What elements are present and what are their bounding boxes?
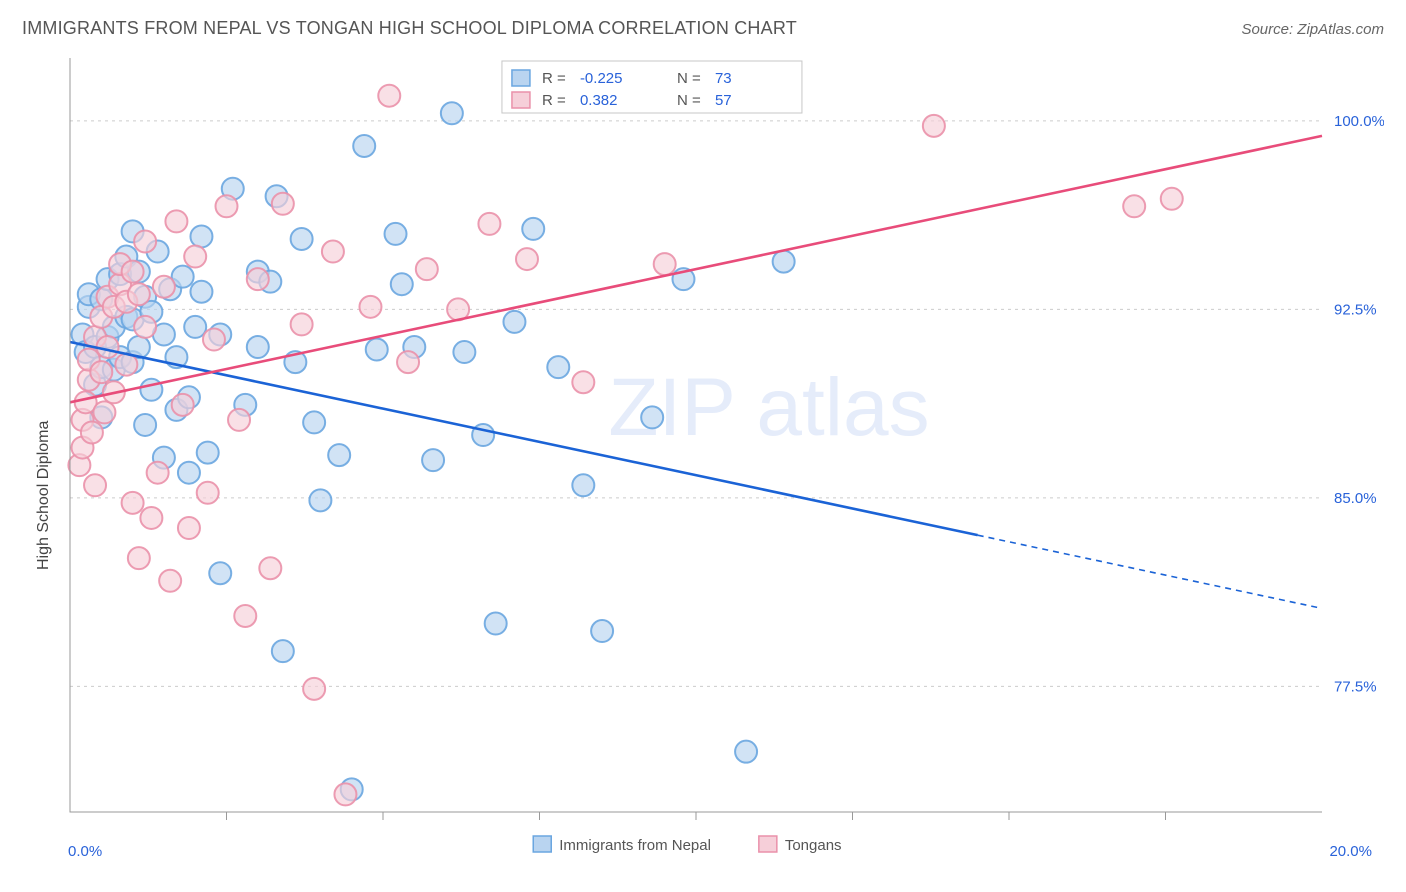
scatter-point xyxy=(134,414,156,436)
scatter-point xyxy=(353,135,375,157)
scatter-point xyxy=(81,421,103,443)
scatter-point xyxy=(1161,188,1183,210)
scatter-point xyxy=(134,316,156,338)
scatter-point xyxy=(416,258,438,280)
scatter-point xyxy=(122,261,144,283)
scatter-point xyxy=(366,339,388,361)
scatter-point xyxy=(1123,195,1145,217)
trend-line-extrapolated xyxy=(978,535,1322,608)
scatter-point xyxy=(234,605,256,627)
y-axis-title: High School Diploma xyxy=(35,421,52,571)
scatter-point xyxy=(591,620,613,642)
legend-r-label: R = xyxy=(542,92,566,109)
scatter-point xyxy=(291,313,313,335)
scatter-point xyxy=(216,195,238,217)
bottom-legend-swatch xyxy=(759,836,777,852)
scatter-point xyxy=(522,218,544,240)
svg-text:ZIP: ZIP xyxy=(608,362,736,453)
legend-swatch xyxy=(512,92,530,108)
scatter-point xyxy=(359,296,381,318)
scatter-point xyxy=(485,613,507,635)
scatter-point xyxy=(453,341,475,363)
y-tick-label: 100.0% xyxy=(1334,113,1384,130)
scatter-point xyxy=(122,492,144,514)
legend-n-value: 57 xyxy=(715,92,732,109)
scatter-point xyxy=(378,85,400,107)
scatter-point xyxy=(397,351,419,373)
scatter-point xyxy=(203,328,225,350)
bottom-legend-swatch xyxy=(533,836,551,852)
legend-n-value: 73 xyxy=(715,70,732,87)
x-label-left: 0.0% xyxy=(68,843,102,860)
legend-r-label: R = xyxy=(542,70,566,87)
scatter-point xyxy=(128,283,150,305)
scatter-point xyxy=(572,371,594,393)
scatter-point xyxy=(172,394,194,416)
scatter-point xyxy=(735,741,757,763)
source-label: Source: ZipAtlas.com xyxy=(1241,21,1384,38)
legend-swatch xyxy=(512,70,530,86)
chart-area: ZIPatlas 77.5% 85.0% 92.5% 100.0% 0.0% 20.0% Hi… xyxy=(22,52,1384,878)
scatter-point xyxy=(503,311,525,333)
scatter-point xyxy=(322,241,344,263)
legend-r-value: -0.225 xyxy=(580,70,623,87)
scatter-point xyxy=(334,783,356,805)
scatter-point xyxy=(178,517,200,539)
scatter-point xyxy=(303,678,325,700)
scatter-point xyxy=(303,411,325,433)
scatter-point xyxy=(328,444,350,466)
scatter-point xyxy=(93,401,115,423)
bottom-legend-label: Tongans xyxy=(785,837,842,854)
scatter-point xyxy=(165,210,187,232)
scatter-point xyxy=(153,276,175,298)
scatter-point xyxy=(478,213,500,235)
scatter-point xyxy=(190,281,212,303)
legend-r-value: 0.382 xyxy=(580,92,618,109)
y-tick-label: 77.5% xyxy=(1334,678,1377,695)
chart-title: IMMIGRANTS FROM NEPAL VS TONGAN HIGH SCH… xyxy=(22,18,797,39)
scatter-point xyxy=(197,482,219,504)
scatter-point xyxy=(247,268,269,290)
title-bar: IMMIGRANTS FROM NEPAL VS TONGAN HIGH SCH… xyxy=(22,18,1384,39)
scatter-point xyxy=(247,336,269,358)
scatter-point xyxy=(128,547,150,569)
y-tick-label: 85.0% xyxy=(1334,490,1377,507)
scatter-point xyxy=(228,409,250,431)
scatter-point xyxy=(547,356,569,378)
scatter-point xyxy=(516,248,538,270)
y-tick-label: 92.5% xyxy=(1334,301,1377,318)
scatter-point xyxy=(641,406,663,428)
scatter-point xyxy=(147,462,169,484)
scatter-point xyxy=(197,442,219,464)
scatter-point xyxy=(572,474,594,496)
scatter-point xyxy=(178,462,200,484)
scatter-point xyxy=(184,316,206,338)
svg-text:atlas: atlas xyxy=(756,362,929,453)
scatter-point xyxy=(259,557,281,579)
bottom-legend-label: Immigrants from Nepal xyxy=(559,837,711,854)
scatter-point xyxy=(291,228,313,250)
chart-svg: ZIPatlas 77.5% 85.0% 92.5% 100.0% 0.0% 20.0% Hi… xyxy=(22,52,1384,878)
scatter-point xyxy=(422,449,444,471)
legend-n-label: N = xyxy=(677,70,701,87)
scatter-point xyxy=(140,507,162,529)
scatter-point xyxy=(84,474,106,496)
x-label-right: 20.0% xyxy=(1329,843,1372,860)
scatter-point xyxy=(654,253,676,275)
scatter-point xyxy=(159,570,181,592)
scatter-point xyxy=(184,246,206,268)
scatter-point xyxy=(190,225,212,247)
scatter-point xyxy=(209,562,231,584)
scatter-point xyxy=(391,273,413,295)
scatter-point xyxy=(441,102,463,124)
legend-n-label: N = xyxy=(677,92,701,109)
scatter-point xyxy=(309,489,331,511)
scatter-point xyxy=(773,251,795,273)
scatter-point xyxy=(272,193,294,215)
scatter-point xyxy=(385,223,407,245)
scatter-point xyxy=(923,115,945,137)
scatter-point xyxy=(272,640,294,662)
scatter-point xyxy=(90,361,112,383)
scatter-point xyxy=(134,230,156,252)
